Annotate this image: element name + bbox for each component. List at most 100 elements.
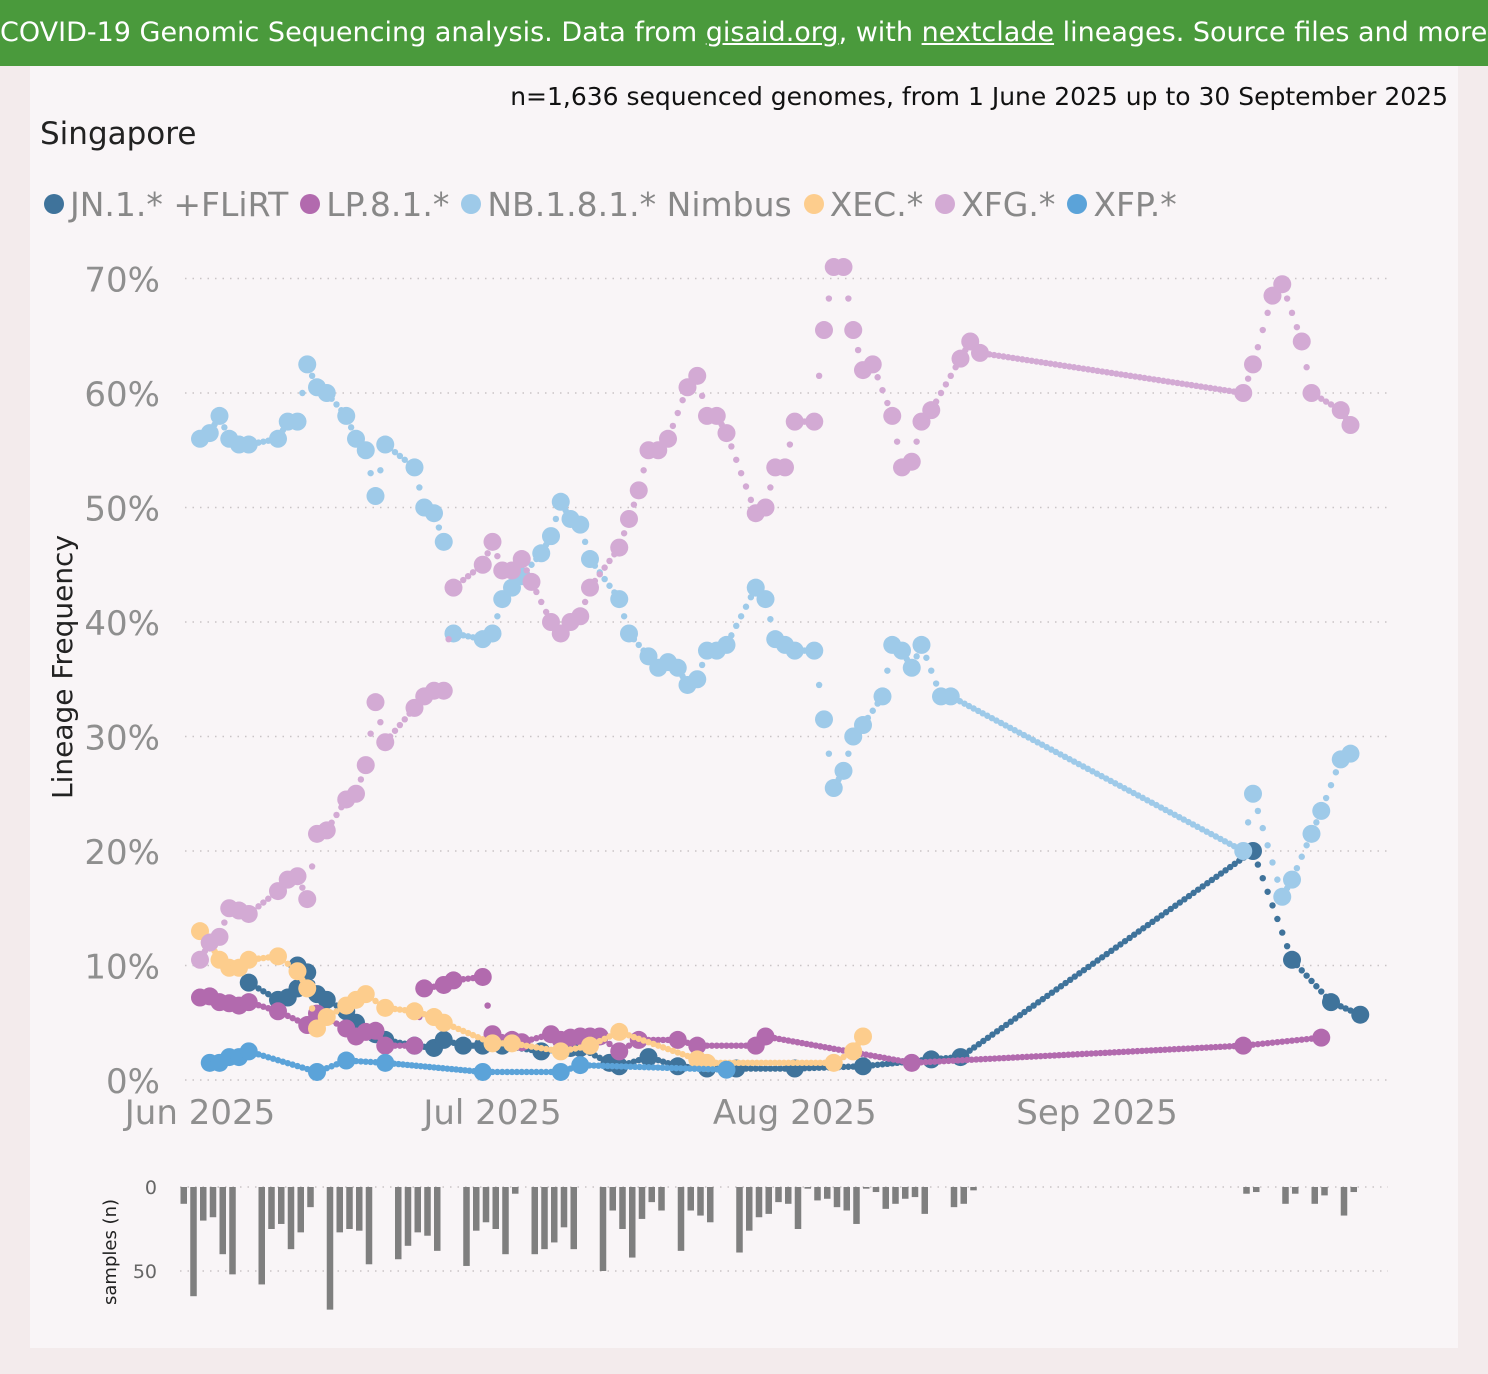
data-point [366,487,385,506]
connector-dot [1044,992,1051,1000]
connector-dot [396,721,404,729]
legend-item[interactable]: JN.1.* +FLiRT [44,185,288,224]
connector-dot [357,776,365,783]
connector-dot [1161,1046,1169,1053]
connector-dot [599,1062,607,1070]
connector-dot [627,1063,634,1070]
connector-dot [1131,373,1139,380]
data-point [288,412,307,431]
connector-dot [1198,1044,1206,1051]
connector-dot [1136,374,1144,381]
data-point [239,1042,258,1061]
connector-dot [700,1065,707,1073]
connector-dot [601,1035,608,1042]
sample-bar [843,1187,850,1211]
connector-dot [1274,1038,1281,1046]
connector-dot [284,1059,291,1067]
y-tick-label: 20% [84,833,160,873]
connector-dot [995,352,1003,359]
connector-dot [1221,386,1228,394]
connector-dot [1147,1047,1155,1054]
connector-dot [1194,886,1202,893]
connector-dot [1129,1048,1136,1055]
data-point [717,635,736,654]
connector-dot [538,1044,545,1052]
connector-dot [1016,1012,1024,1019]
y-tick-label: 40% [84,604,160,644]
connector-dot [1023,356,1031,364]
data-point [688,1036,707,1055]
data-point [434,532,453,551]
data-point [668,1030,687,1049]
connector-dot [854,346,862,354]
connector-dot [737,613,745,620]
legend-item[interactable]: XFP.* [1067,185,1177,224]
connector-dot [362,1058,369,1065]
data-point [366,1021,385,1040]
connector-dot [1084,366,1092,373]
connector-dot [1000,1054,1008,1062]
connector-dot [1158,912,1165,919]
connector-dot [669,422,677,430]
connector-dot [1189,1045,1196,1052]
connector-dot [1259,874,1266,882]
connector-dot [884,667,891,674]
connector-dot [786,441,794,448]
connector-dot [1313,819,1320,826]
connector-dot [221,919,228,926]
connector-dot [260,899,267,906]
connector-dot [494,1068,501,1076]
connector-dot [1269,902,1276,909]
connector-dot [523,1068,530,1076]
connector-dot [1155,376,1162,384]
data-point [902,452,921,471]
connector-dot [1180,1045,1187,1052]
connector-dot [1327,781,1335,789]
connector-dot [640,1037,647,1044]
sample-bar [950,1187,958,1208]
sample-bar [619,1187,626,1229]
connector-dot [631,1063,639,1071]
data-point [1312,1028,1331,1047]
legend-item[interactable]: NB.1.8.1.* Nimbus [461,185,792,224]
legend-item[interactable]: LP.8.1.* [300,185,449,224]
nextclade-link[interactable]: nextclade [921,17,1055,48]
connector-dot [533,1044,540,1051]
connector-dot [884,399,891,407]
connector-dot [269,1055,277,1062]
connector-dot [947,372,954,380]
series-nb-1-8-1 [191,355,1360,906]
connector-dot [1074,1051,1081,1058]
data-point [356,985,375,1004]
connector-dot [737,1042,745,1049]
connector-dot [1162,908,1170,916]
data-point [434,1030,453,1049]
gisaid-link[interactable]: gisaid.org [705,17,839,48]
sample-bar [892,1187,899,1204]
connector-dot [975,1041,982,1048]
connector-dot [1254,807,1262,815]
connector-dot [299,884,306,891]
sample-bar [833,1187,841,1208]
connector-dot [998,1024,1005,1032]
connector-dot [1042,359,1050,367]
data-point [210,927,229,946]
connector-dot [940,1057,948,1065]
legend-item[interactable]: XEC.* [803,185,923,224]
legend-item[interactable]: XFG.* [935,185,1055,224]
sample-bar [1243,1187,1250,1194]
connector-dot [663,1064,671,1072]
connector-dot [1037,1052,1044,1060]
connector-dot [1166,1046,1173,1053]
connector-dot [1298,967,1305,974]
connector-dot [1047,360,1054,367]
connector-dot [1175,1045,1182,1053]
connector-dot [733,1042,740,1049]
connector-dot [798,1059,806,1067]
connector-dot [1332,769,1340,776]
connector-dot [221,424,228,431]
connector-dot [1028,1053,1035,1060]
connector-dot [679,1051,686,1058]
connector-dot [1033,358,1040,365]
